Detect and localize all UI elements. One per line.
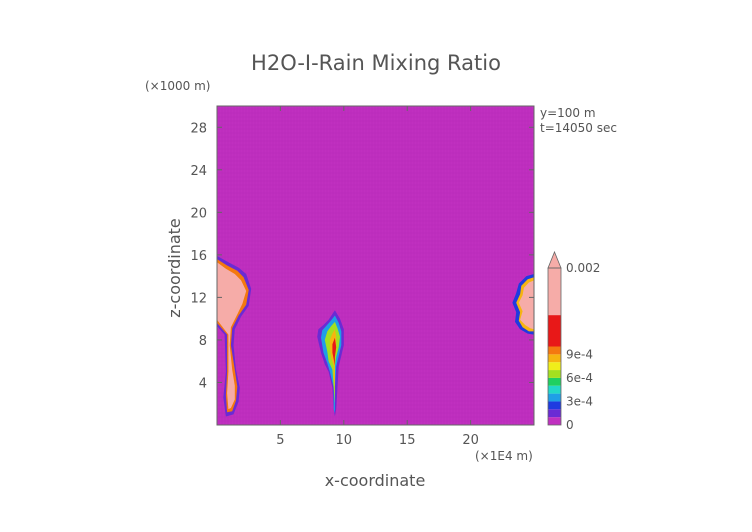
colorbar-extend-arrow: [547, 250, 562, 269]
x-tick-label: 5: [276, 433, 284, 448]
y-tick-label: 16: [190, 249, 207, 264]
annotation-time: t=14050 sec: [540, 121, 617, 135]
colorbar-tick-label: 0.002: [566, 261, 600, 275]
y-tick-label: 24: [190, 164, 207, 179]
colorbar-segment: [548, 417, 561, 425]
annotation-y: y=100 m: [540, 106, 596, 120]
colorbar-segment: [548, 409, 561, 418]
chart-title: H2O-I-Rain Mixing Ratio: [251, 51, 501, 75]
axes: 5 10 15 20 4 8 12 16 20 24 28: [190, 105, 535, 448]
colorbar-segment: [548, 354, 561, 363]
rain-region-center-core: [332, 337, 337, 366]
colorbar-tick-label: 3e-4: [566, 394, 593, 408]
colorbar-tick-label: 0: [566, 418, 574, 432]
rain-region-right-core: [518, 280, 534, 330]
colorbar-tick-label: 9e-4: [566, 347, 593, 361]
colorbar-segment: [548, 401, 561, 410]
colorbar: 0 3e-4 6e-4 9e-4 0.002: [547, 250, 600, 432]
colorbar-frame: [547, 267, 562, 426]
colorbar-segment: [548, 362, 561, 371]
x-tick-label: 10: [336, 433, 353, 448]
colorbar-segment: [548, 370, 561, 378]
colorbar-segment: [548, 268, 561, 316]
x-axis-unit: (×1E4 m): [475, 449, 533, 463]
y-axis-label: z-coordinate: [165, 218, 184, 318]
y-axis-unit: (×1000 m): [145, 79, 210, 93]
colorbar-tick-label: 6e-4: [566, 371, 593, 385]
y-tick-label: 20: [190, 206, 207, 221]
colorbar-segment: [548, 385, 561, 394]
grid-texture: [217, 106, 534, 425]
colorbar-segment: [548, 393, 561, 402]
plot-area: [217, 106, 534, 425]
colorbar-segment: [548, 377, 561, 386]
y-tick-label: 4: [199, 376, 207, 391]
colorbar-segment: [548, 315, 561, 347]
x-axis-label: x-coordinate: [325, 471, 426, 490]
x-tick-label: 15: [399, 433, 416, 448]
colorbar-segment: [548, 346, 561, 355]
plot-frame: [216, 105, 535, 426]
y-tick-label: 28: [190, 121, 207, 136]
y-tick-label: 8: [199, 334, 207, 349]
rain-region-left-core: [217, 262, 247, 410]
x-tick-label: 20: [462, 433, 479, 448]
rain-regions: [217, 255, 534, 417]
y-tick-label: 12: [190, 291, 207, 306]
